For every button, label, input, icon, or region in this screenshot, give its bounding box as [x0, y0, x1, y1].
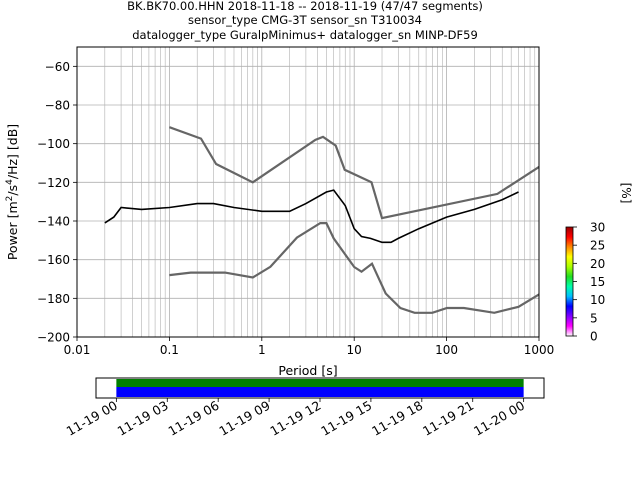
y-tick-label: −160: [37, 253, 70, 267]
x-tick-label: 0.01: [64, 343, 91, 357]
title-line-1: BK.BK70.00.HHN 2018-11-18 -- 2018-11-19 …: [127, 0, 483, 13]
colorbar-gradient: [565, 226, 574, 337]
plot-frame: [76, 46, 540, 338]
y-tick-label: −120: [37, 176, 70, 190]
title-line-2: sensor_type CMG-3T sensor_sn T310034: [188, 13, 422, 27]
timeline-tick-label: 11-19 03: [115, 398, 171, 439]
colorbar-tick-label: 0: [590, 330, 598, 344]
timeline-tick-label: 11-19 06: [166, 398, 222, 439]
colorbar: 0 5 10 15 20 25 30 [%]: [565, 183, 633, 344]
plot-grid: [76, 47, 539, 338]
y-tick-label: −200: [37, 331, 70, 345]
data-available-bar: [116, 387, 524, 397]
colorbar-tick-label: 5: [590, 311, 598, 325]
y-tick-label: −100: [37, 137, 70, 151]
x-tick-label: 10: [347, 343, 362, 357]
title-line-3: datalogger_type GuralpMinimus+ datalogge…: [132, 28, 478, 42]
y-tick-label: −80: [45, 99, 70, 113]
timeline-tick-label: 11-19 00: [64, 398, 120, 439]
x-tick-label: 1000: [524, 343, 555, 357]
timeline-tick-label: 11-19 09: [216, 398, 272, 439]
noise-model-lines: [169, 126, 539, 314]
high-noise-model-line: [169, 126, 539, 220]
timeline-tick-label: 11-19 12: [267, 398, 323, 439]
colorbar-tick-label: 25: [590, 239, 605, 253]
x-axis-label: Period [s]: [278, 363, 337, 378]
y-axis-label: Power [m2/s4/Hz] [dB]: [5, 124, 20, 260]
mode-line: [104, 189, 519, 244]
x-axis-ticks: 0.01 0.1 1 10 100 1000: [64, 337, 555, 357]
timeline-tick-label: 11-20 00: [471, 398, 527, 439]
x-tick-label: 100: [435, 343, 458, 357]
y-tick-label: −140: [37, 215, 70, 229]
colorbar-tick-label: 15: [590, 275, 605, 289]
colorbar-ticks: 0 5 10 15 20 25 30: [573, 221, 605, 344]
y-tick-label: −60: [45, 60, 70, 74]
colorbar-tick-label: 20: [590, 257, 605, 271]
colorbar-label: [%]: [619, 183, 633, 204]
chart-title: BK.BK70.00.HHN 2018-11-18 -- 2018-11-19 …: [127, 0, 483, 42]
y-axis-ticks: −200 −180 −160 −140 −120 −100 −80 −60: [37, 60, 77, 345]
colorbar-tick-label: 30: [590, 221, 605, 235]
x-tick-label: 0.1: [160, 343, 179, 357]
colorbar-tick-label: 10: [590, 293, 605, 307]
timeline-bars: [116, 379, 524, 397]
psd-histogram: [104, 189, 519, 244]
low-noise-model-line: [169, 222, 539, 314]
segments-processed-bar: [116, 379, 524, 387]
timeline-tick-label: 11-19 15: [318, 398, 374, 439]
y-tick-label: −180: [37, 292, 70, 306]
timeline-tick-label: 11-19 18: [369, 398, 425, 439]
timeline-tick-label: 11-19 21: [420, 398, 476, 439]
x-tick-label: 1: [258, 343, 266, 357]
